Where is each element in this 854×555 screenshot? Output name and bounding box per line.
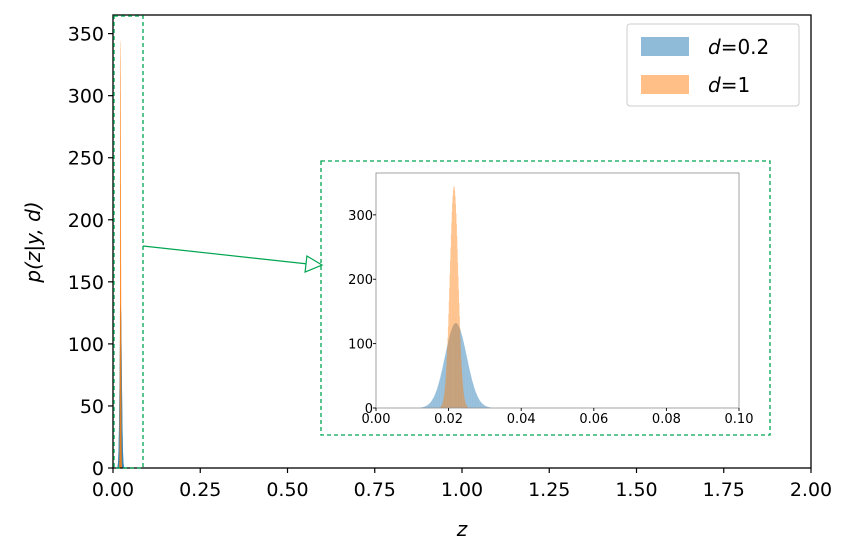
zoom-arrow-head: [304, 255, 324, 273]
inset-x-tick-label: 0.08: [652, 412, 681, 427]
inset-y-tick-label: 100: [348, 338, 373, 353]
inset-x-tick-label: 0.00: [362, 412, 391, 427]
inset-y-tick-label: 300: [348, 209, 373, 224]
inset-x-axis: 0.00 0.02 0.04 0.06 0.08 0.10: [362, 408, 754, 427]
inset-y-tick-label: 200: [348, 273, 373, 288]
inset-x-tick-label: 0.10: [725, 412, 754, 427]
main-x-tick-label: 0.25: [179, 479, 221, 501]
main-y-tick-label: 350: [68, 24, 104, 46]
inset-x-tick-label: 0.04: [507, 412, 536, 427]
main-x-tick-label: 2.00: [790, 479, 832, 501]
main-y-tick-label: 100: [68, 334, 104, 356]
inset-plot-bars: [419, 185, 493, 408]
legend-swatch-d-0.2: [641, 37, 689, 56]
y-axis-label: p(z|y, d): [21, 201, 45, 283]
x-axis-label: z: [456, 517, 468, 541]
zoom-region-box: [113, 15, 144, 469]
main-x-axis: 0.00 0.25 0.50 0.75 1.00 1.25 1.50 1.75 2.00: [92, 468, 832, 501]
inset-y-tick-label: 0: [365, 402, 373, 417]
inset-x-tick-label: 0.02: [434, 412, 463, 427]
inset-x-tick-label: 0.06: [579, 412, 608, 427]
legend-label-d-1: d=1: [708, 73, 750, 97]
main-x-tick-label: 1.50: [615, 479, 657, 501]
main-y-tick-label: 250: [68, 148, 104, 170]
main-x-tick-label: 0.00: [92, 479, 134, 501]
main-x-tick-label: 1.25: [528, 479, 570, 501]
main-plot-bars: [117, 39, 125, 469]
inset-plot-frame: [375, 172, 740, 409]
zoom-arrow: [142, 245, 309, 265]
main-x-tick-label: 1.75: [703, 479, 745, 501]
main-x-tick-label: 1.00: [441, 479, 483, 501]
inset-y-axis: 0 100 200 300: [348, 209, 376, 417]
legend-swatch-d-1: [641, 75, 689, 94]
main-y-tick-label: 200: [68, 210, 104, 232]
main-y-tick-label: 150: [68, 272, 104, 294]
main-y-tick-label: 50: [80, 396, 104, 418]
inset-border-box: [320, 160, 771, 436]
main-x-tick-label: 0.75: [354, 479, 396, 501]
legend-label-d-0.2: d=0.2: [708, 35, 769, 59]
legend: d=0.2 d=1: [626, 23, 800, 107]
main-y-axis: 0 50 100 150 200 250 300 350: [68, 24, 113, 480]
main-y-tick-label: 0: [92, 458, 104, 480]
main-y-tick-label: 300: [68, 86, 104, 108]
main-x-tick-label: 0.50: [266, 479, 308, 501]
